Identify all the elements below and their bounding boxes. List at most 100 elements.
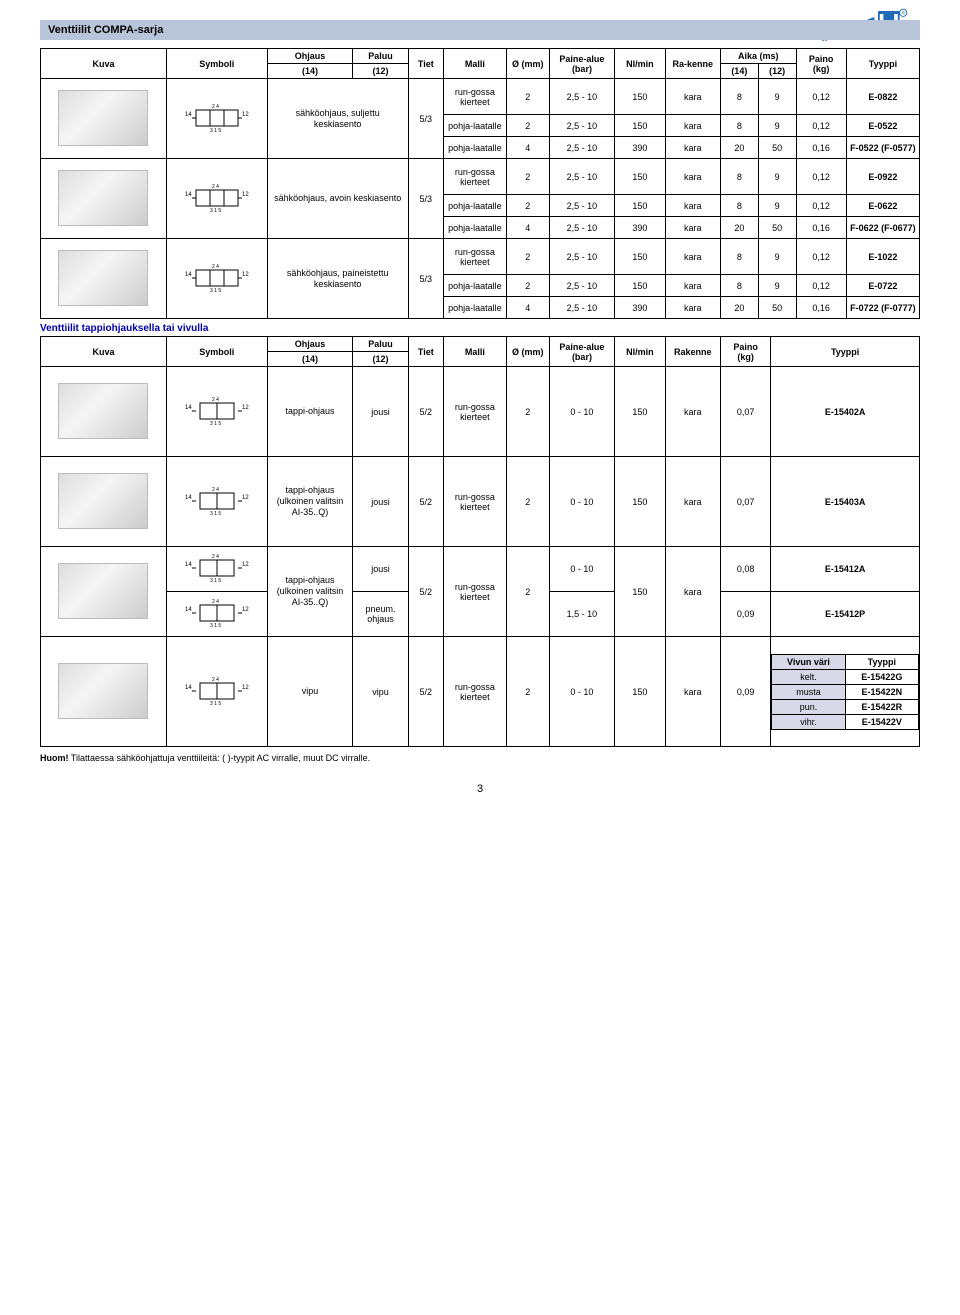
- rak-cell: kara: [665, 275, 720, 297]
- svg-text:14: 14: [185, 607, 192, 613]
- malli-cell: pohja-laatalle: [443, 217, 506, 239]
- th-paine: Paine-alue (bar): [549, 49, 614, 79]
- tiet-cell: 5/2: [408, 637, 443, 747]
- nl-cell: 150: [615, 195, 665, 217]
- svg-text:3 1 5: 3 1 5: [210, 208, 221, 214]
- malli-cell: run-gossa kierteet: [443, 79, 506, 115]
- kuva-cell: [41, 547, 167, 637]
- valve-table-1: Kuva Symboli Ohjaus Paluu Tiet Malli Ø (…: [40, 48, 920, 319]
- th-a14: (14): [720, 64, 758, 79]
- th2-tyyppi: Tyyppi: [771, 337, 920, 367]
- rak-cell: kara: [665, 159, 720, 195]
- nl-cell: 390: [615, 217, 665, 239]
- nl-cell: 150: [615, 457, 665, 547]
- th2-p12: (12): [353, 352, 408, 367]
- th2-rak: Rakenne: [665, 337, 720, 367]
- paine-cell: 2,5 - 10: [549, 79, 614, 115]
- d-cell: 2: [506, 457, 549, 547]
- svg-text:3 1 5: 3 1 5: [210, 511, 221, 517]
- d-cell: 2: [506, 79, 549, 115]
- paino-cell: 0,16: [796, 137, 846, 159]
- paine-cell: 2,5 - 10: [549, 195, 614, 217]
- a14-cell: 8: [720, 195, 758, 217]
- vari-cell: vihr.: [772, 714, 845, 729]
- paine-cell: 0 - 10: [549, 637, 614, 747]
- desc-cell: sähköohjaus, paineistettu keskiasento: [267, 239, 408, 319]
- paino-cell: 0,12: [796, 195, 846, 217]
- svg-text:12: 12: [242, 112, 249, 118]
- paluu-cell: jousi: [353, 547, 408, 592]
- malli-cell: run-gossa kierteet: [443, 367, 506, 457]
- tyyppi-cell: E-15403A: [771, 457, 920, 547]
- tiet-cell: 5/2: [408, 367, 443, 457]
- paine-cell: 2,5 - 10: [549, 275, 614, 297]
- malli-cell: run-gossa kierteet: [443, 547, 506, 637]
- paino-cell: 0,16: [796, 217, 846, 239]
- svg-text:14: 14: [185, 495, 192, 501]
- paine-cell: 2,5 - 10: [549, 137, 614, 159]
- paino-cell: 0,09: [720, 592, 770, 637]
- malli-cell: pohja-laatalle: [443, 297, 506, 319]
- th-ohjaus: Ohjaus: [267, 49, 353, 64]
- tiet-cell: 5/3: [408, 159, 443, 239]
- valve-image-placeholder: [58, 473, 148, 529]
- a12-cell: 50: [758, 297, 796, 319]
- svg-text:2 4: 2 4: [212, 554, 219, 560]
- th2-paluu: Paluu: [353, 337, 408, 352]
- th-symboli: Symboli: [166, 49, 267, 79]
- rak-cell: kara: [665, 637, 720, 747]
- nl-cell: 390: [615, 137, 665, 159]
- svg-text:14: 14: [185, 685, 192, 691]
- desc-cell: sähköohjaus, avoin keskiasento: [267, 159, 408, 239]
- svg-text:3 1 5: 3 1 5: [210, 421, 221, 427]
- symbol-cell: 14 12 2 4 3 1 5: [166, 367, 267, 457]
- tyyppi-cell: E-15422N: [845, 684, 918, 699]
- paine-cell: 0 - 10: [549, 367, 614, 457]
- vari-cell: musta: [772, 684, 845, 699]
- svg-text:2 4: 2 4: [212, 677, 219, 683]
- svg-text:12: 12: [242, 607, 249, 613]
- a12-cell: 9: [758, 239, 796, 275]
- paine-cell: 2,5 - 10: [549, 217, 614, 239]
- valve-image-placeholder: [58, 250, 148, 306]
- symbol-cell: 14 12 2 4 3 1 5: [166, 239, 267, 319]
- desc-cell: tappi-ohjaus: [267, 367, 353, 457]
- th2-nlmin: Nl/min: [615, 337, 665, 367]
- malli-cell: run-gossa kierteet: [443, 239, 506, 275]
- paino-cell: 0,16: [796, 297, 846, 319]
- svg-text:3 1 5: 3 1 5: [210, 623, 221, 629]
- svg-text:14: 14: [185, 272, 192, 278]
- svg-text:12: 12: [242, 685, 249, 691]
- valve-image-placeholder: [58, 663, 148, 719]
- symbol-cell: 14 12 2 4 3 1 5: [166, 159, 267, 239]
- svg-text:3 1 5: 3 1 5: [210, 288, 221, 294]
- footnote: Huom! Tilattaessa sähköohjattuja venttii…: [40, 753, 920, 763]
- kuva-cell: [41, 79, 167, 159]
- malli-cell: pohja-laatalle: [443, 137, 506, 159]
- vari-cell: kelt.: [772, 669, 845, 684]
- desc-cell: tappi-ohjaus (ulkoinen valitsin AI-35..Q…: [267, 547, 353, 637]
- th2-paine: Paine-alue (bar): [549, 337, 614, 367]
- a14-cell: 20: [720, 297, 758, 319]
- th-nlmin: Nl/min: [615, 49, 665, 79]
- svg-text:2 4: 2 4: [212, 599, 219, 605]
- th-aika: Aika (ms): [720, 49, 796, 64]
- nl-cell: 150: [615, 275, 665, 297]
- tyyppi-cell: E-15422V: [845, 714, 918, 729]
- paino-cell: 0,07: [720, 457, 770, 547]
- a12-cell: 9: [758, 115, 796, 137]
- paluu-cell: pneum. ohjaus: [353, 592, 408, 637]
- a12-cell: 9: [758, 79, 796, 115]
- page-title: Venttiilit COMPA-sarja: [48, 24, 163, 36]
- symbol-cell: 14 12 2 4 3 1 5: [166, 457, 267, 547]
- paine-cell: 2,5 - 10: [549, 297, 614, 319]
- tyyppi-cell: E-0722: [846, 275, 919, 297]
- paino-cell: 0,09: [720, 637, 770, 747]
- svg-text:12: 12: [242, 495, 249, 501]
- variants-cell: Vivun väri Tyyppi kelt. E-15422G musta E…: [771, 637, 920, 747]
- page-title-bar: Venttiilit COMPA-sarja: [40, 20, 920, 40]
- th-dmm: Ø (mm): [506, 49, 549, 79]
- malli-cell: pohja-laatalle: [443, 195, 506, 217]
- th-rak: Ra-kenne: [665, 49, 720, 79]
- malli-cell: pohja-laatalle: [443, 275, 506, 297]
